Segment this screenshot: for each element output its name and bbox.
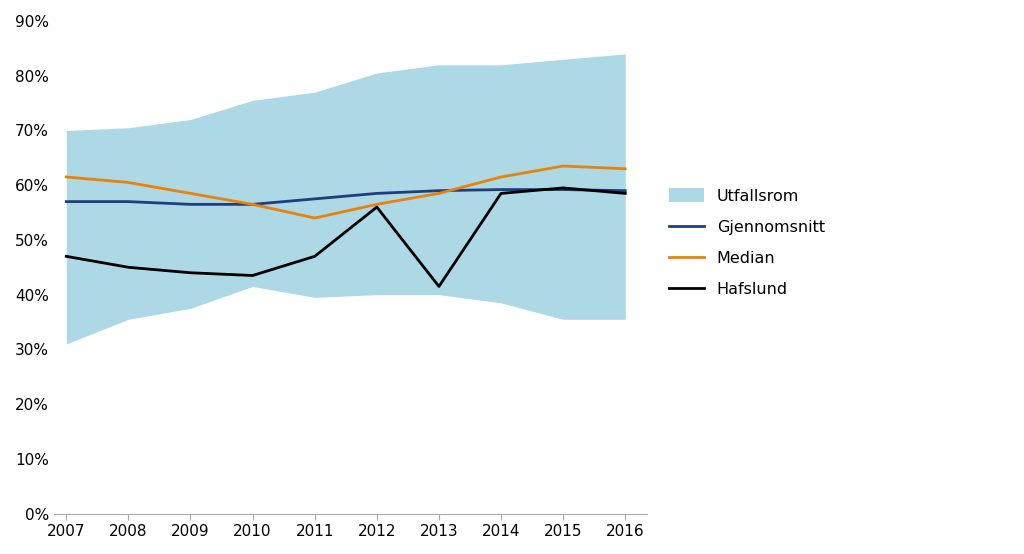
Median bbox=[620, 166, 632, 172]
Median bbox=[122, 179, 134, 186]
Gjennomsnitt bbox=[620, 187, 632, 194]
Gjennomsnitt bbox=[371, 190, 383, 197]
Gjennomsnitt bbox=[557, 186, 569, 193]
Line: Median: Median bbox=[67, 166, 626, 218]
Hafslund bbox=[184, 269, 197, 276]
Gjennomsnitt bbox=[433, 187, 445, 194]
Gjennomsnitt bbox=[60, 198, 73, 205]
Median bbox=[433, 190, 445, 197]
Median bbox=[60, 173, 73, 180]
Line: Gjennomsnitt: Gjennomsnitt bbox=[67, 189, 626, 204]
Gjennomsnitt bbox=[495, 186, 507, 193]
Median bbox=[495, 173, 507, 180]
Median bbox=[184, 190, 197, 197]
Hafslund bbox=[122, 264, 134, 270]
Gjennomsnitt bbox=[184, 201, 197, 208]
Gjennomsnitt bbox=[247, 201, 259, 208]
Median bbox=[557, 163, 569, 170]
Hafslund bbox=[247, 272, 259, 279]
Median bbox=[371, 201, 383, 208]
Median bbox=[247, 201, 259, 208]
Median bbox=[308, 215, 321, 222]
Hafslund bbox=[495, 190, 507, 197]
Hafslund bbox=[308, 253, 321, 260]
Line: Hafslund: Hafslund bbox=[67, 188, 626, 286]
Legend: Utfallsrom, Gjennomsnitt, Median, Hafslund: Utfallsrom, Gjennomsnitt, Median, Hafslu… bbox=[660, 181, 833, 305]
Hafslund bbox=[371, 204, 383, 211]
Gjennomsnitt bbox=[308, 196, 321, 202]
Hafslund bbox=[557, 184, 569, 191]
Hafslund bbox=[620, 190, 632, 197]
Gjennomsnitt bbox=[122, 198, 134, 205]
Hafslund bbox=[433, 283, 445, 290]
Hafslund bbox=[60, 253, 73, 260]
